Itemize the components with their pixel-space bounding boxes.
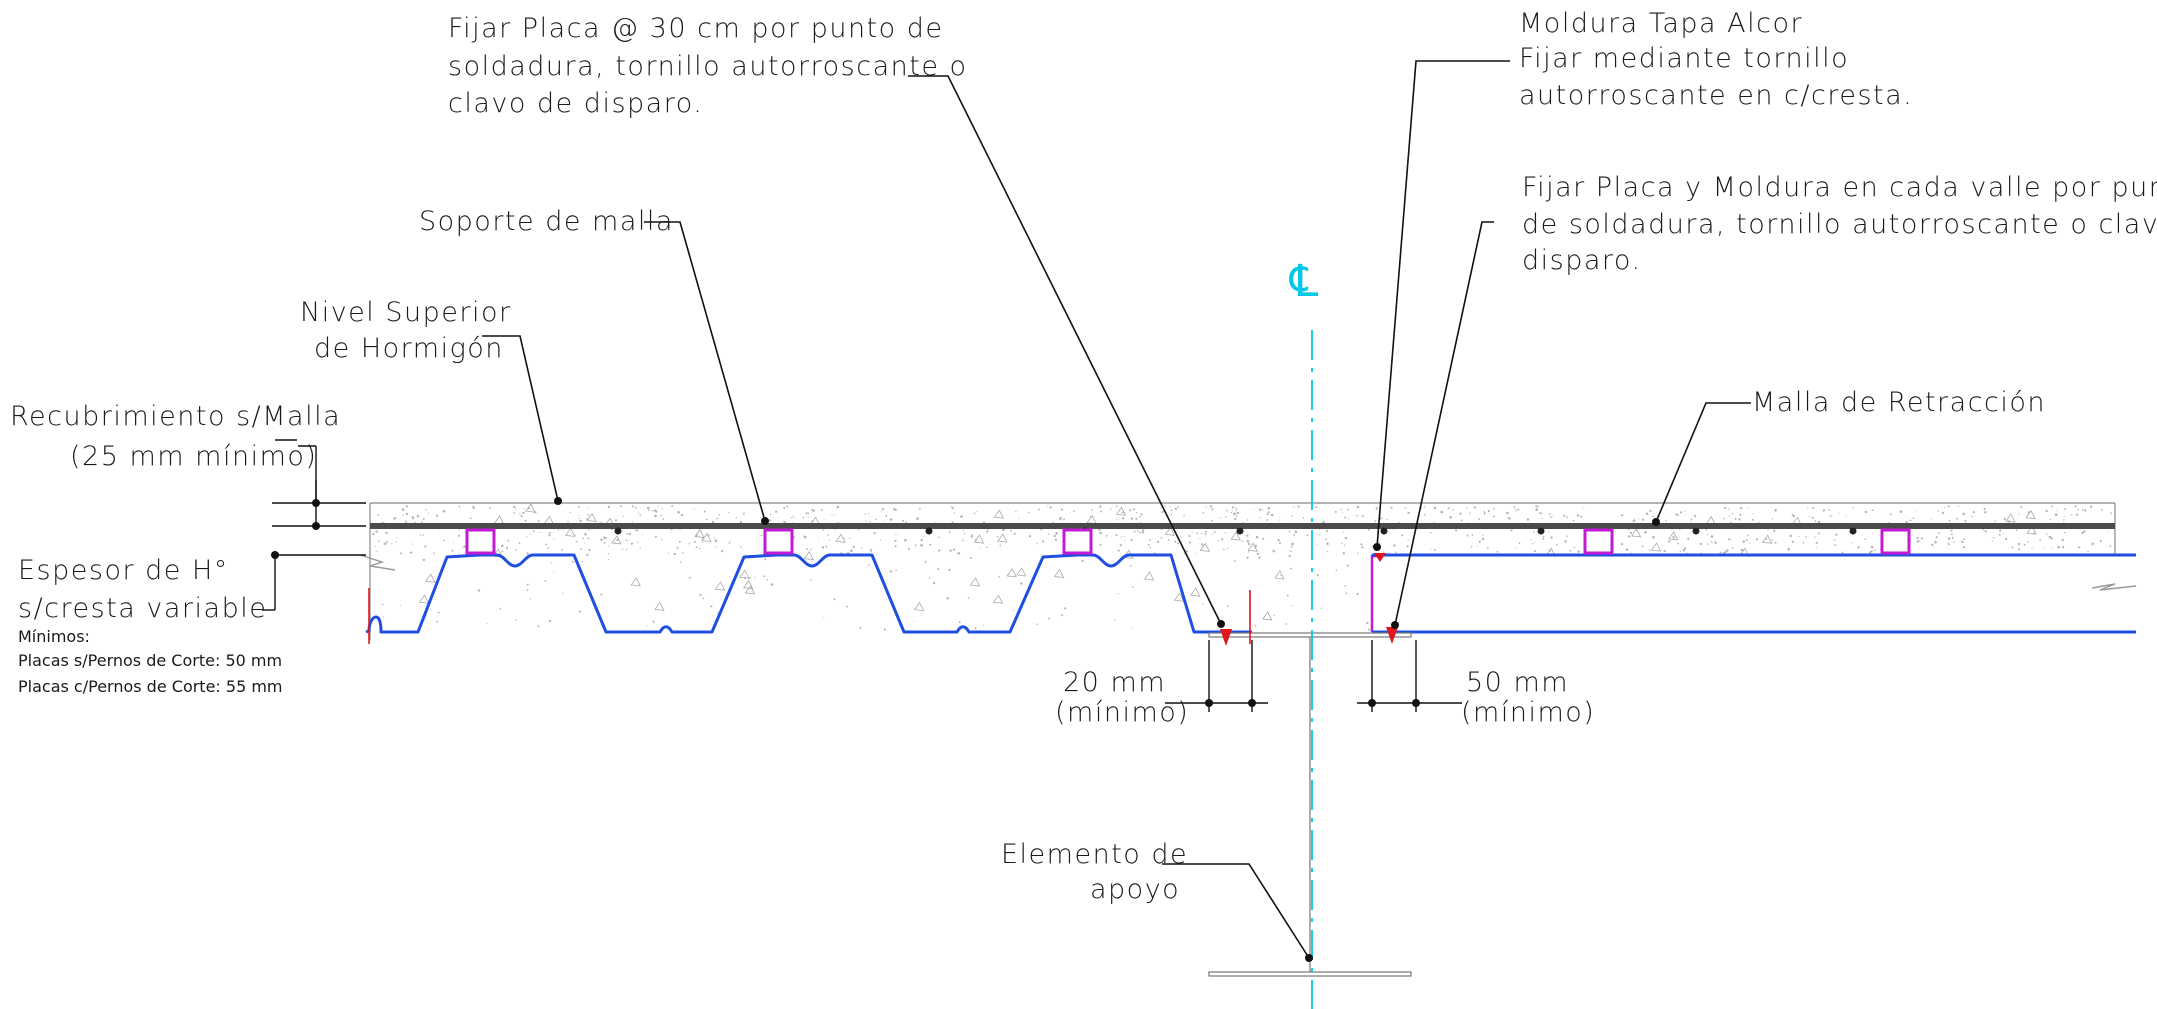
svg-text:50 mm: 50 mm (1466, 667, 1569, 698)
svg-text:de soldadura, tornillo autorro: de soldadura, tornillo autorroscante o c… (1522, 209, 2157, 240)
svg-text:s/cresta variable: s/cresta variable (18, 593, 267, 624)
fastener-icon (1374, 553, 1386, 562)
fastener-icon (1220, 629, 1232, 646)
svg-text:Placas s/Pernos de Corte: 50 m: Placas s/Pernos de Corte: 50 mm (18, 651, 282, 670)
recubrimiento-label: Recubrimiento s/Malla (25 mm mínimo) (10, 401, 341, 472)
svg-text:Mínimos:: Mínimos: (18, 627, 90, 646)
svg-text:Fijar Placa @ 30 cm por punto: Fijar Placa @ 30 cm por punto de (448, 13, 944, 44)
svg-text:Nivel Superior: Nivel Superior (300, 297, 512, 328)
svg-text:soldadura, tornillo autorrosca: soldadura, tornillo autorroscante o (448, 51, 968, 82)
svg-text:Fijar Placa y Moldura en cada: Fijar Placa y Moldura en cada valle por … (1522, 172, 2157, 203)
dimension-20mm-label: 20 mm (mínimo) (1055, 667, 1189, 728)
espesor-label: Espesor de H° s/cresta variable (18, 555, 267, 624)
soporte-malla-label: Soporte de malla (419, 206, 674, 237)
svg-text:clavo de disparo.: clavo de disparo. (448, 88, 703, 119)
svg-text:Espesor de H°: Espesor de H° (18, 555, 229, 586)
svg-text:20 mm: 20 mm (1063, 667, 1166, 698)
svg-text:(25 mm mínimo): (25 mm mínimo) (70, 441, 317, 472)
right-break-line-symbol (2091, 583, 2137, 591)
svg-text:(mínimo): (mínimo) (1461, 697, 1595, 728)
svg-text:Moldura Tapa Alcor: Moldura Tapa Alcor (1519, 8, 1803, 39)
fijar-placa-moldura-callout: Fijar Placa y Moldura en cada valle por … (1522, 172, 2157, 276)
dimension-20mm (1165, 640, 1268, 712)
dimension-50mm (1357, 640, 1462, 712)
centerline-symbol: ℄ (1289, 256, 1319, 307)
svg-text:disparo.: disparo. (1522, 245, 1642, 276)
svg-text:Elemento de: Elemento de (1001, 839, 1188, 870)
steel-deck-profile (365, 553, 1252, 634)
svg-text:Recubrimiento s/Malla: Recubrimiento s/Malla (10, 401, 341, 432)
dimension-50mm-label: 50 mm (mínimo) (1461, 667, 1595, 728)
minimos-note: Mínimos: Placas s/Pernos de Corte: 50 mm… (18, 627, 283, 696)
closure-flashing-profile (1370, 554, 1382, 632)
svg-text:Fijar mediante tornillo: Fijar mediante tornillo (1519, 43, 1849, 74)
svg-text:de Hormigón: de Hormigón (314, 333, 504, 364)
support-beam-top-flange (1208, 632, 1412, 638)
fastener-icon (1386, 627, 1398, 644)
fastener-markers (368, 553, 1398, 646)
malla-retraccion-label: Malla de Retracción (1752, 387, 2046, 418)
svg-text:(mínimo): (mínimo) (1055, 697, 1189, 728)
svg-text:Placas c/Pernos de Corte: 55 m: Placas c/Pernos de Corte: 55 mm (18, 677, 283, 696)
svg-text:apoyo: apoyo (1090, 874, 1180, 905)
nivel-superior-label: Nivel Superior de Hormigón (300, 297, 512, 364)
leader-lines (482, 60, 1751, 962)
svg-text:autorroscante en c/cresta.: autorroscante en c/cresta. (1519, 80, 1913, 111)
elemento-apoyo-label: Elemento de apoyo (1001, 839, 1188, 905)
mesh-support-chairs (465, 528, 1911, 555)
moldura-callout: Moldura Tapa Alcor Fijar mediante tornil… (1519, 8, 1913, 111)
left-break-line-symbol (359, 554, 396, 571)
cover-dimension (262, 439, 366, 611)
support-beam-bottom-flange (1208, 971, 1412, 977)
fijar-placa-callout: Fijar Placa @ 30 cm por punto de soldadu… (448, 13, 968, 119)
